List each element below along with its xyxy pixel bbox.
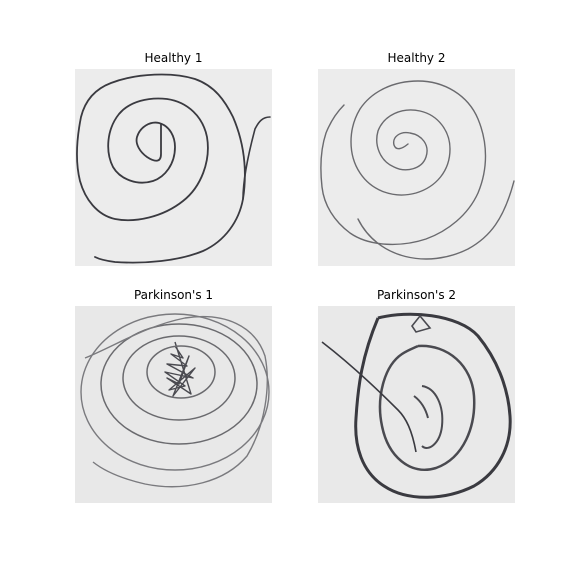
spiral-outer (354, 312, 512, 499)
spiral-stroke-tail (357, 180, 515, 260)
spiral-tail (84, 315, 268, 488)
spiral-ring-2 (122, 335, 236, 421)
stray-line (321, 341, 417, 453)
paper-background (318, 306, 515, 503)
paper-background (75, 69, 272, 266)
spiral-stroke (320, 80, 487, 246)
spiral-image-healthy-1 (75, 69, 272, 266)
spiral-ring-4 (80, 313, 270, 471)
panel-title-parkinsons-2: Parkinson's 2 (376, 288, 457, 302)
spiral-middle (378, 344, 476, 471)
spiral-ring-1 (146, 345, 216, 399)
top-mark (411, 314, 432, 333)
spiral-image-parkinsons-1 (75, 306, 272, 503)
spiral-drawing-parkinsons-2 (318, 306, 515, 503)
scribble-center (164, 341, 196, 397)
spiral-image-parkinsons-2 (318, 306, 515, 503)
panel-title-healthy-1: Healthy 1 (144, 51, 203, 65)
spiral-inner (413, 385, 444, 449)
spiral-drawing-healthy-2 (318, 69, 515, 266)
spiral-ring-3 (100, 323, 258, 445)
panel-title-healthy-2: Healthy 2 (387, 51, 446, 65)
spiral-image-healthy-2 (318, 69, 515, 266)
spiral-drawing-healthy-1 (75, 69, 272, 266)
spiral-drawing-parkinsons-1 (75, 306, 272, 503)
spiral-stroke-tail (242, 116, 271, 200)
panel-title-parkinsons-1: Parkinson's 1 (133, 288, 214, 302)
